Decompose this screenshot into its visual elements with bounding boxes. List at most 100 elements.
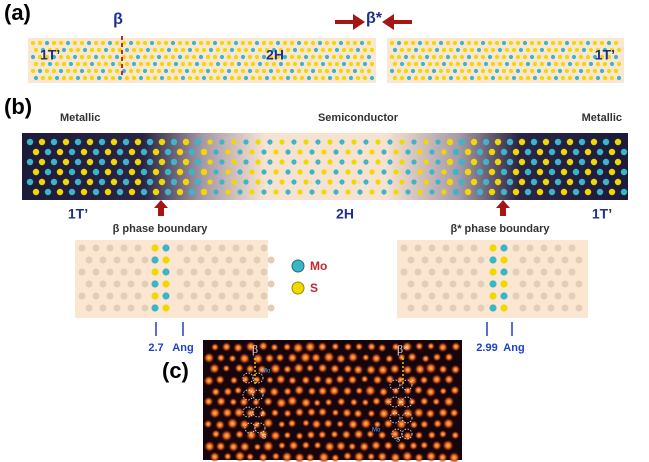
atom-image — [348, 419, 359, 430]
atom — [530, 69, 534, 73]
atom — [428, 48, 432, 52]
atom — [69, 149, 75, 155]
atom — [478, 281, 485, 288]
atom — [575, 48, 579, 52]
atom — [293, 62, 297, 66]
atom — [408, 281, 415, 288]
atom — [530, 55, 534, 59]
atom — [297, 41, 301, 45]
atom — [105, 169, 111, 175]
atom — [237, 149, 242, 154]
atom — [286, 48, 290, 52]
atom — [509, 69, 513, 73]
atom — [393, 169, 398, 174]
atom — [525, 189, 531, 195]
atom — [453, 69, 457, 73]
atom-image — [414, 364, 425, 375]
atom-image — [221, 430, 233, 442]
atom — [609, 169, 615, 175]
atom — [297, 149, 302, 154]
atom — [339, 139, 344, 144]
atom-image — [318, 386, 328, 396]
atom — [572, 41, 576, 45]
atom — [470, 62, 474, 66]
atom — [357, 169, 362, 174]
atom-image — [234, 386, 243, 395]
atom — [544, 41, 548, 45]
atom-image — [427, 431, 436, 440]
atom — [178, 41, 182, 45]
atom-image — [336, 441, 347, 452]
atom-image — [301, 375, 311, 385]
atom — [603, 76, 607, 80]
atom-image — [451, 431, 460, 440]
atom — [121, 269, 128, 276]
atom-image — [223, 452, 232, 461]
atom — [69, 62, 73, 66]
atom-image — [383, 441, 393, 451]
atom — [548, 305, 555, 312]
legend-label: S — [310, 281, 318, 295]
atom — [607, 69, 611, 73]
atom — [227, 55, 231, 59]
atom — [108, 41, 112, 45]
atom — [234, 69, 238, 73]
atom — [363, 48, 367, 52]
atom-image — [361, 398, 369, 406]
atom — [195, 76, 199, 80]
atom — [356, 48, 360, 52]
atom — [500, 244, 507, 251]
atom — [607, 41, 611, 45]
atom — [339, 41, 343, 45]
atom — [507, 179, 513, 185]
atom-image — [275, 353, 284, 362]
atom-image — [304, 341, 316, 353]
atom — [115, 41, 119, 45]
atom — [117, 149, 123, 155]
atom-image — [414, 453, 424, 462]
atom — [369, 189, 374, 194]
atom — [184, 305, 191, 312]
atom — [505, 48, 509, 52]
atom-image — [258, 341, 268, 351]
atom — [279, 139, 284, 144]
atom — [291, 159, 296, 164]
atom-image — [264, 353, 274, 363]
atom — [554, 48, 558, 52]
atom — [470, 48, 474, 52]
atom — [167, 76, 171, 80]
atom-image — [300, 352, 312, 364]
atom — [418, 55, 422, 59]
atom — [526, 48, 530, 52]
atom — [609, 189, 615, 195]
atom — [75, 159, 81, 165]
atom — [489, 268, 496, 275]
atom — [261, 269, 268, 276]
atom-image — [402, 365, 412, 375]
atom-image — [383, 419, 393, 429]
atom — [272, 76, 276, 80]
atom — [261, 189, 266, 194]
atom — [414, 62, 418, 66]
atom — [189, 169, 195, 175]
atom — [107, 293, 114, 300]
atom — [555, 269, 562, 276]
atom — [425, 55, 429, 59]
atom-image — [227, 418, 239, 430]
atom — [209, 62, 213, 66]
atom — [45, 41, 49, 45]
atom — [81, 169, 87, 175]
atom-image — [438, 365, 448, 375]
atom — [213, 189, 218, 194]
atom — [300, 48, 304, 52]
atom-image — [415, 342, 424, 351]
property-label: Metallic — [60, 112, 100, 124]
atom-image — [215, 375, 225, 385]
atom — [213, 169, 218, 174]
atom — [279, 179, 284, 184]
atom — [136, 69, 140, 73]
atom — [467, 55, 471, 59]
atom — [188, 48, 192, 52]
atom — [418, 69, 422, 73]
atom — [202, 48, 206, 52]
